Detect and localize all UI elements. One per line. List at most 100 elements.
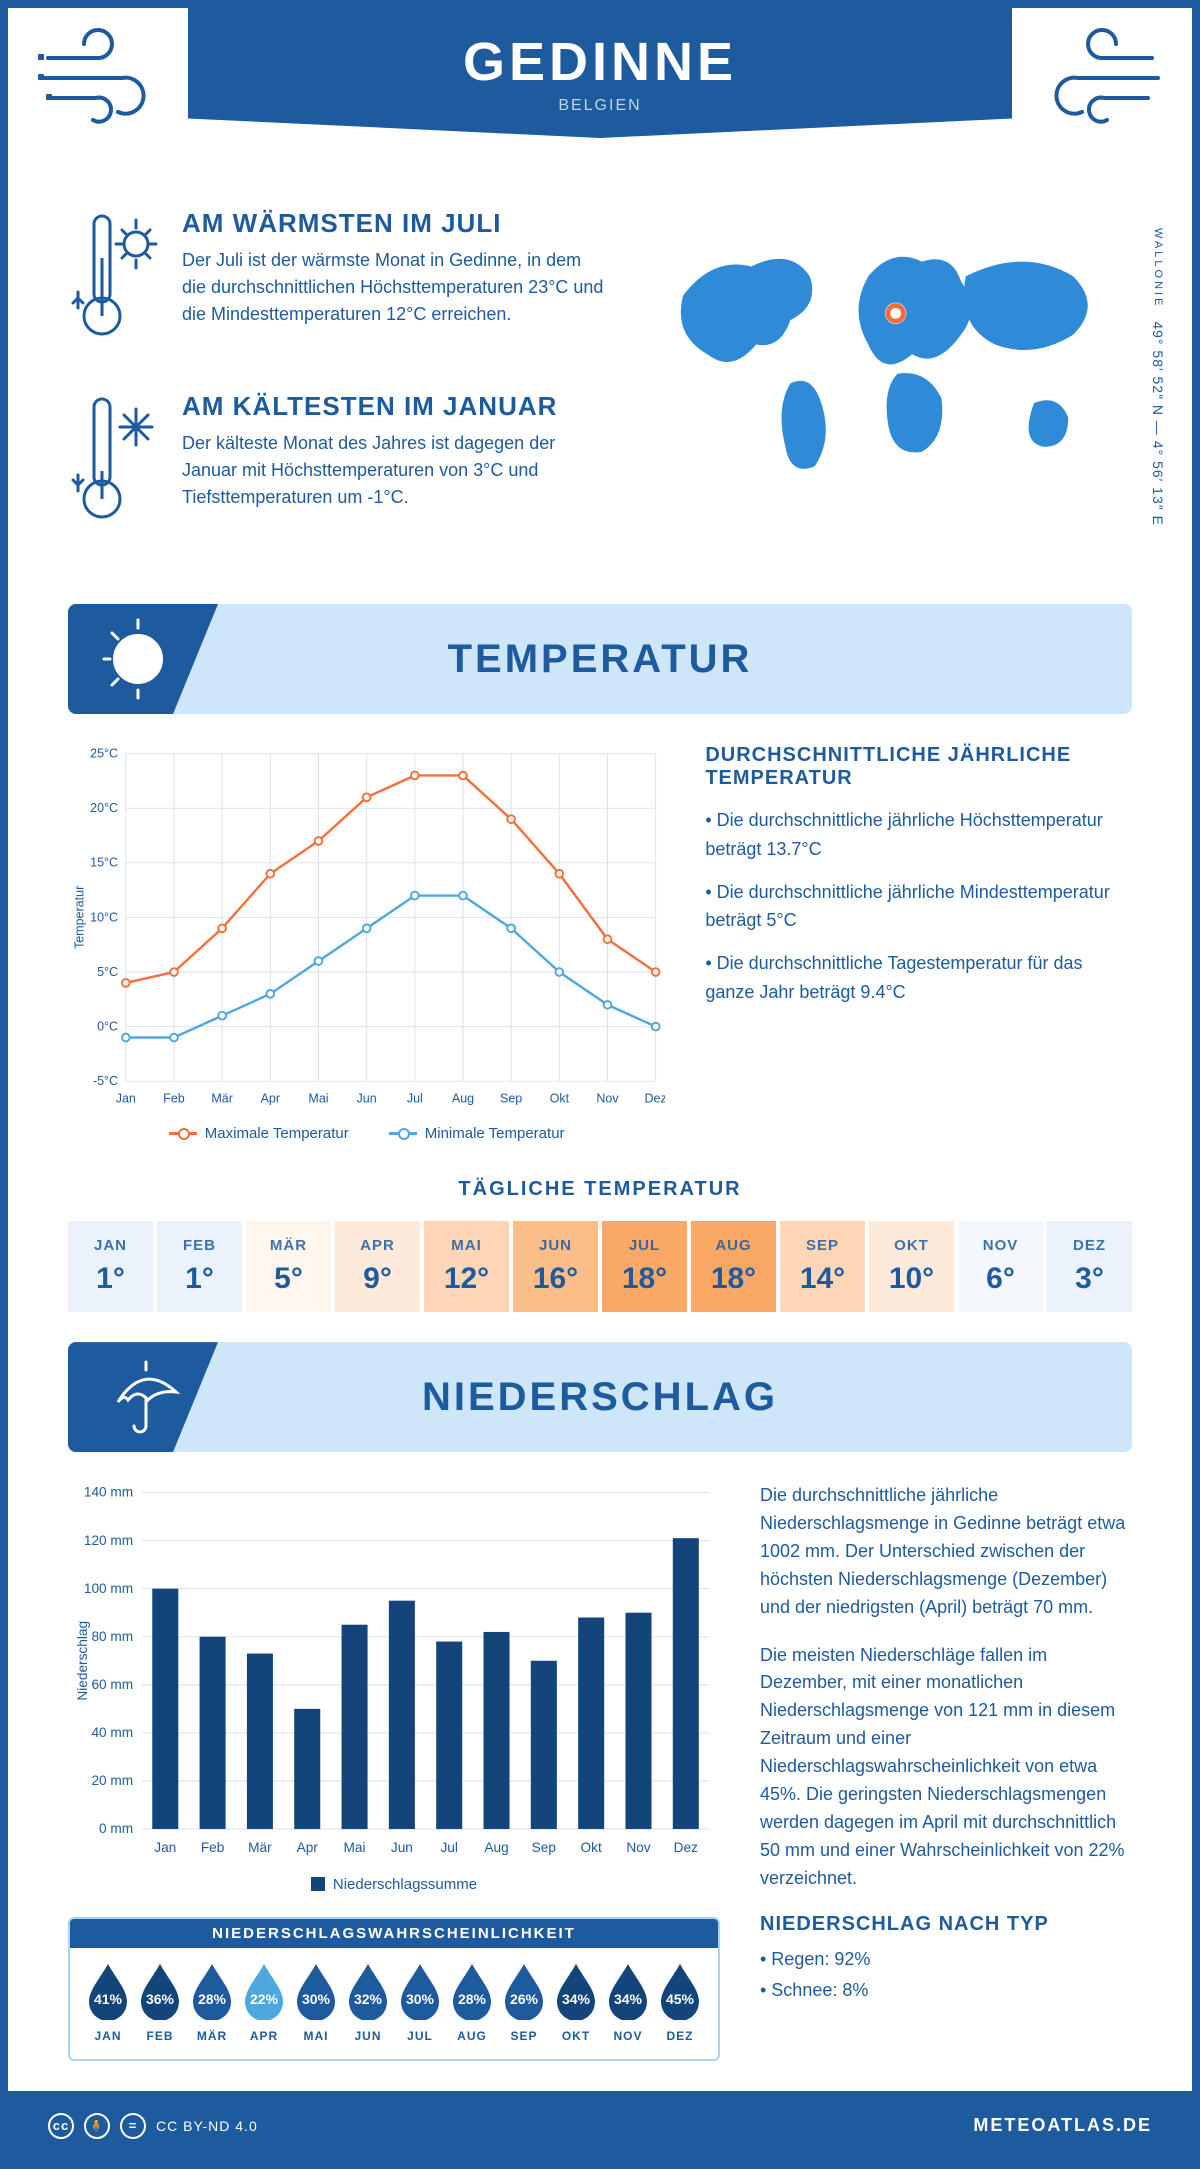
svg-text:30%: 30% bbox=[406, 1991, 435, 2007]
svg-text:Sep: Sep bbox=[532, 1840, 557, 1855]
daily-temp-row: JAN1°FEB1°MÄR5°APR9°MAI12°JUN16°JUL18°AU… bbox=[68, 1221, 1132, 1312]
prob-title: NIEDERSCHLAGSWAHRSCHEINLICHKEIT bbox=[70, 1919, 718, 1948]
temp-section-title: TEMPERATUR bbox=[218, 637, 1132, 682]
svg-text:Apr: Apr bbox=[297, 1840, 319, 1855]
svg-text:Okt: Okt bbox=[581, 1840, 602, 1855]
daily-temp-cell: MAI12° bbox=[424, 1221, 509, 1312]
svg-text:Jul: Jul bbox=[440, 1840, 457, 1855]
svg-text:30%: 30% bbox=[302, 1991, 331, 2007]
nd-icon: = bbox=[120, 2113, 146, 2139]
temp-chart-legend: Maximale Temperatur Minimale Temperatur bbox=[68, 1125, 665, 1142]
svg-text:Jan: Jan bbox=[116, 1091, 136, 1105]
temp-info-title: DURCHSCHNITTLICHE JÄHRLICHE TEMPERATUR bbox=[705, 744, 1132, 790]
svg-text:5°C: 5°C bbox=[97, 965, 118, 979]
precip-p1: Die durchschnittliche jährliche Niedersc… bbox=[760, 1482, 1132, 1621]
svg-text:22%: 22% bbox=[250, 1991, 279, 2007]
warmest-fact: AM WÄRMSTEN IM JULI Der Juli ist der wär… bbox=[68, 208, 604, 353]
probability-drop: 30%JUL bbox=[396, 1962, 444, 2043]
svg-text:32%: 32% bbox=[354, 1991, 383, 2007]
daily-temp-cell: SEP14° bbox=[780, 1221, 865, 1312]
coldest-title: AM KÄLTESTEN IM JANUAR bbox=[182, 391, 604, 422]
probability-drop: 34%OKT bbox=[552, 1962, 600, 2043]
coldest-body: Der kälteste Monat des Jahres ist dagege… bbox=[182, 430, 604, 511]
warmest-title: AM WÄRMSTEN IM JULI bbox=[182, 208, 604, 239]
coordinates: WALLONIE 49° 58′ 52″ N — 4° 56′ 13″ E bbox=[1150, 228, 1166, 526]
daily-temp-cell: JUL18° bbox=[602, 1221, 687, 1312]
probability-drop: 28%AUG bbox=[448, 1962, 496, 2043]
precip-section-title: NIEDERSCHLAG bbox=[218, 1375, 1132, 1420]
by-icon: 🧍 bbox=[84, 2113, 110, 2139]
cc-icon: cc bbox=[48, 2113, 74, 2139]
thermometer-hot-icon bbox=[68, 208, 158, 353]
daily-temp-cell: APR9° bbox=[335, 1221, 420, 1312]
precip-type-title: NIEDERSCHLAG NACH TYP bbox=[760, 1913, 1132, 1936]
svg-text:Feb: Feb bbox=[163, 1091, 185, 1105]
svg-text:Jul: Jul bbox=[407, 1091, 423, 1105]
world-map bbox=[644, 208, 1132, 506]
coldest-fact: AM KÄLTESTEN IM JANUAR Der kälteste Mona… bbox=[68, 391, 604, 536]
svg-text:Aug: Aug bbox=[484, 1840, 508, 1855]
svg-text:25°C: 25°C bbox=[90, 746, 118, 760]
svg-text:Mai: Mai bbox=[308, 1091, 328, 1105]
svg-text:140 mm: 140 mm bbox=[84, 1485, 133, 1500]
probability-drop: 34%NOV bbox=[604, 1962, 652, 2043]
svg-text:34%: 34% bbox=[562, 1991, 591, 2007]
daily-temp-cell: JAN1° bbox=[68, 1221, 153, 1312]
svg-text:34%: 34% bbox=[614, 1991, 643, 2007]
temp-info-b1: • Die durchschnittliche jährliche Höchst… bbox=[705, 806, 1132, 864]
svg-text:0°C: 0°C bbox=[97, 1019, 118, 1033]
daily-temp-cell: AUG18° bbox=[691, 1221, 776, 1312]
svg-text:10°C: 10°C bbox=[90, 910, 118, 924]
probability-drop: 32%JUN bbox=[344, 1962, 392, 2043]
svg-text:Dez: Dez bbox=[645, 1091, 666, 1105]
svg-text:Niederschlag: Niederschlag bbox=[75, 1621, 90, 1701]
svg-text:120 mm: 120 mm bbox=[84, 1533, 133, 1548]
svg-text:Okt: Okt bbox=[550, 1091, 570, 1105]
svg-text:Jun: Jun bbox=[357, 1091, 377, 1105]
precip-chart-legend: Niederschlagssumme bbox=[68, 1876, 720, 1893]
svg-text:Aug: Aug bbox=[452, 1091, 474, 1105]
wind-icon bbox=[1022, 28, 1162, 128]
daily-temp-cell: MÄR5° bbox=[246, 1221, 331, 1312]
svg-text:60 mm: 60 mm bbox=[91, 1677, 133, 1692]
svg-text:Jun: Jun bbox=[391, 1840, 413, 1855]
thermometer-cold-icon bbox=[68, 391, 158, 536]
svg-text:80 mm: 80 mm bbox=[91, 1629, 133, 1644]
svg-text:Mär: Mär bbox=[211, 1091, 233, 1105]
svg-text:Mai: Mai bbox=[344, 1840, 366, 1855]
site-name: METEOATLAS.DE bbox=[973, 2115, 1152, 2136]
temp-info-b3: • Die durchschnittliche Tagestemperatur … bbox=[705, 949, 1132, 1007]
svg-text:26%: 26% bbox=[510, 1991, 539, 2007]
svg-text:41%: 41% bbox=[94, 1991, 123, 2007]
daily-temp-cell: JUN16° bbox=[513, 1221, 598, 1312]
precip-probability-box: NIEDERSCHLAGSWAHRSCHEINLICHKEIT 41%JAN36… bbox=[68, 1917, 720, 2061]
country-subtitle: BELGIEN bbox=[558, 97, 641, 115]
daily-temp-title: TÄGLICHE TEMPERATUR bbox=[68, 1178, 1132, 1201]
license-text: CC BY-ND 4.0 bbox=[156, 2118, 258, 2134]
svg-text:28%: 28% bbox=[458, 1991, 487, 2007]
region-label: WALLONIE bbox=[1152, 228, 1164, 308]
daily-temp-cell: NOV6° bbox=[958, 1221, 1043, 1312]
precip-section-header: NIEDERSCHLAG bbox=[68, 1342, 1132, 1452]
header: GEDINNE BELGIEN bbox=[8, 8, 1192, 168]
svg-text:20°C: 20°C bbox=[90, 801, 118, 815]
svg-text:Temperatur: Temperatur bbox=[72, 886, 86, 949]
svg-text:Apr: Apr bbox=[261, 1091, 280, 1105]
precip-p2: Die meisten Niederschläge fallen im Deze… bbox=[760, 1642, 1132, 1893]
svg-text:Jan: Jan bbox=[154, 1840, 176, 1855]
svg-text:36%: 36% bbox=[146, 1991, 175, 2007]
probability-drop: 36%FEB bbox=[136, 1962, 184, 2043]
svg-text:28%: 28% bbox=[198, 1991, 227, 2007]
wind-icon bbox=[38, 28, 178, 128]
warmest-body: Der Juli ist der wärmste Monat in Gedinn… bbox=[182, 247, 604, 328]
svg-text:Dez: Dez bbox=[674, 1840, 698, 1855]
precip-t1: • Regen: 92% bbox=[760, 1946, 1132, 1974]
umbrella-icon bbox=[68, 1342, 218, 1452]
probability-drop: 26%SEP bbox=[500, 1962, 548, 2043]
temp-info-b2: • Die durchschnittliche jährliche Mindes… bbox=[705, 878, 1132, 936]
precipitation-bar-chart: 0 mm20 mm40 mm60 mm80 mm100 mm120 mm140 … bbox=[68, 1482, 720, 1861]
svg-text:Nov: Nov bbox=[596, 1091, 619, 1105]
svg-text:Feb: Feb bbox=[201, 1840, 225, 1855]
sun-icon bbox=[68, 604, 218, 714]
footer: cc 🧍 = CC BY-ND 4.0 METEOATLAS.DE bbox=[8, 2091, 1192, 2161]
